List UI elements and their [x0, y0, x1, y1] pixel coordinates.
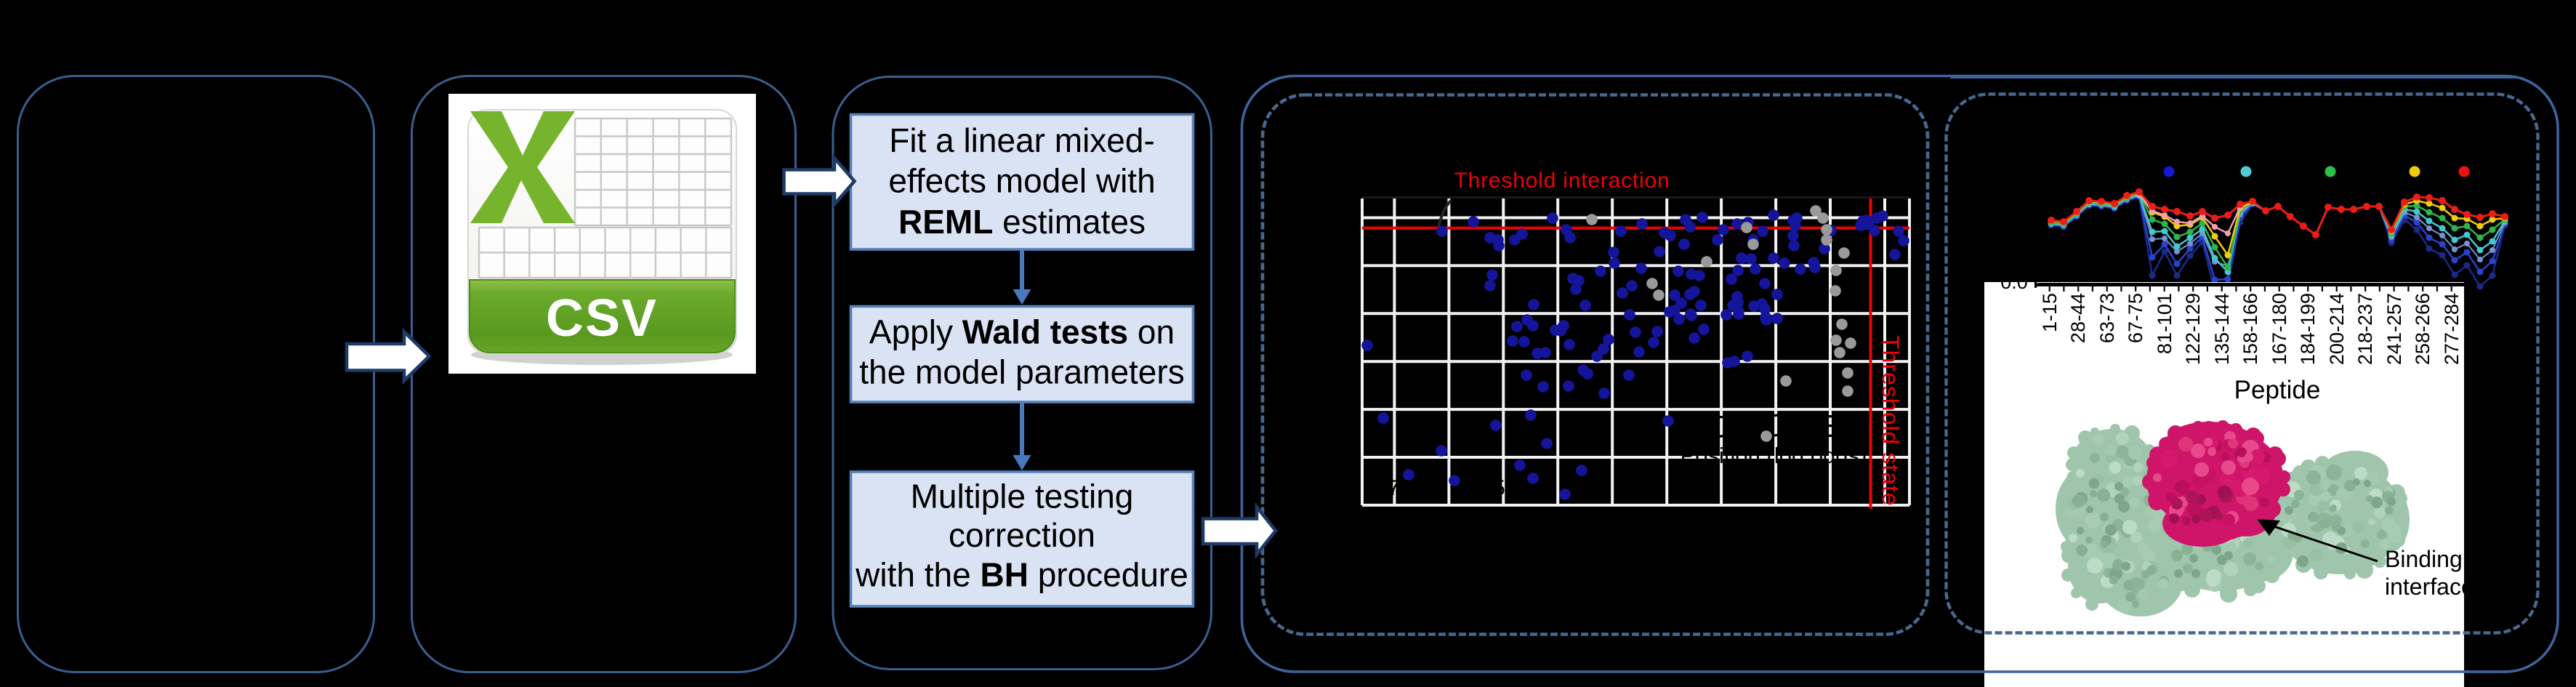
svg-text:Fit a linear mixed-: Fit a linear mixed- — [889, 121, 1155, 159]
svg-text:interface: interface — [2385, 574, 2474, 600]
svg-text:167-180: 167-180 — [2269, 293, 2290, 365]
svg-text:Threshold state: Threshold state — [1877, 335, 1904, 507]
svg-text:28-44: 28-44 — [2067, 293, 2089, 343]
svg-text:effects model with: effects model with — [888, 162, 1155, 200]
svg-text:D: D — [1710, 409, 1733, 445]
svg-text:158-166: 158-166 — [2239, 293, 2261, 365]
svg-text:Apply Wald tests on: Apply Wald tests on — [869, 313, 1175, 351]
svg-text:with the BH procedure: with the BH procedure — [855, 556, 1188, 594]
svg-text:184-199: 184-199 — [2297, 293, 2319, 365]
svg-text:CSV: CSV — [546, 289, 658, 347]
svg-text:1-15: 1-15 — [2039, 293, 2061, 332]
svg-text:Threshold interaction: Threshold interaction — [1454, 169, 1670, 193]
svg-text:Binding: Binding — [2385, 546, 2463, 572]
svg-text:0.0: 0.0 — [2000, 271, 2028, 293]
svg-text:218-237: 218-237 — [2354, 293, 2376, 365]
svg-text:241-257: 241-257 — [2383, 293, 2405, 365]
svg-text:Position (log odds): Position (log odds) — [1681, 443, 1867, 468]
svg-text:81-101: 81-101 — [2154, 293, 2175, 354]
svg-text:Peptide: Peptide — [2234, 376, 2321, 404]
svg-text:the model parameters: the model parameters — [859, 353, 1184, 391]
svg-text:Multiple testing: Multiple testing — [911, 478, 1134, 515]
svg-text:correction: correction — [949, 516, 1095, 554]
svg-text:258-266: 258-266 — [2412, 293, 2434, 365]
svg-text:E: E — [1819, 409, 1841, 444]
svg-text:67-75: 67-75 — [2125, 293, 2146, 343]
svg-text:135-144: 135-144 — [2211, 293, 2233, 365]
svg-text:REML estimates: REML estimates — [898, 203, 1146, 241]
svg-text:200-214: 200-214 — [2326, 293, 2348, 365]
svg-text:-7.5 -5.0 -2.5: -7.5 -5.0 -2.5 — [1380, 476, 1505, 500]
svg-text:63-73: 63-73 — [2096, 293, 2118, 343]
svg-text:122-129: 122-129 — [2182, 293, 2204, 365]
svg-text:277-284: 277-284 — [2441, 293, 2463, 365]
